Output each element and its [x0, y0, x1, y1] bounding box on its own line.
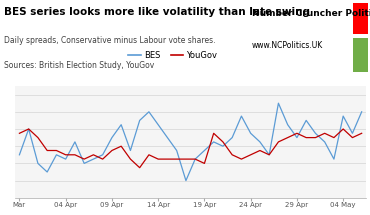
Text: BES series looks more like volatility than late swing: BES series looks more like volatility th… [4, 7, 310, 17]
Legend: BES, YouGov: BES, YouGov [125, 48, 221, 63]
Text: Number Cruncher Politics: Number Cruncher Politics [252, 9, 370, 18]
Text: www.NCPolitics.UK: www.NCPolitics.UK [252, 41, 323, 50]
FancyBboxPatch shape [353, 38, 368, 72]
FancyBboxPatch shape [353, 3, 368, 34]
Text: Sources: British Election Study, YouGov: Sources: British Election Study, YouGov [4, 61, 154, 70]
Text: Daily spreads, Conservative minus Labour vote shares.: Daily spreads, Conservative minus Labour… [4, 36, 215, 45]
